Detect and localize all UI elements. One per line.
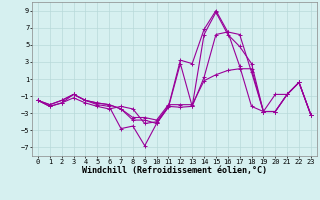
X-axis label: Windchill (Refroidissement éolien,°C): Windchill (Refroidissement éolien,°C) (82, 166, 267, 175)
